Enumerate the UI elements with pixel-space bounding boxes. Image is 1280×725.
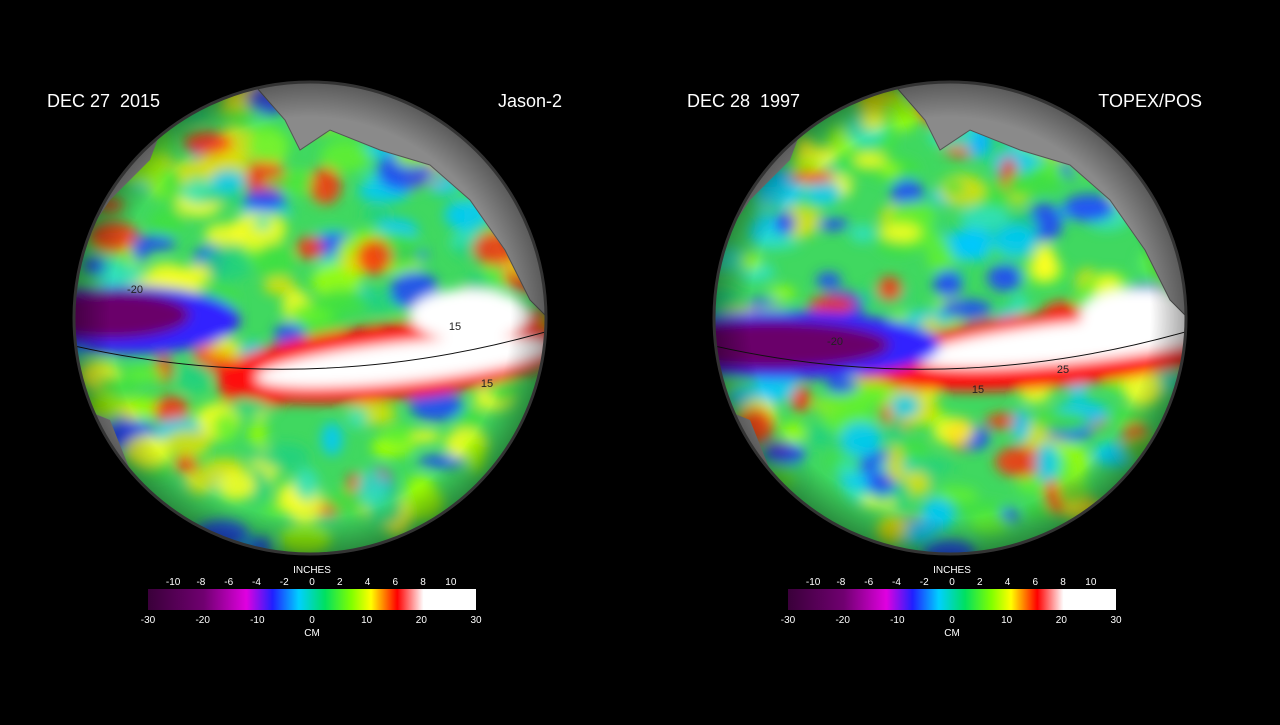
colorbar-top-label: INCHES <box>933 565 971 576</box>
inch-tick-label: -4 <box>892 577 901 588</box>
inch-tick-label: 4 <box>1005 577 1011 588</box>
cm-tick-label: 20 <box>1056 615 1068 626</box>
mission-label: TOPEX/POS <box>1098 91 1202 111</box>
cm-tick-label: -20 <box>195 615 210 626</box>
inch-tick-label: 4 <box>365 577 371 588</box>
inch-tick-label: -10 <box>806 577 821 588</box>
contour-label: 15 <box>481 378 493 390</box>
cm-tick-label: -30 <box>141 615 156 626</box>
globe <box>74 82 546 554</box>
globe-limb <box>714 82 1186 554</box>
inch-tick-label: 0 <box>949 577 955 588</box>
globe <box>714 82 1186 554</box>
inch-tick-label: -8 <box>836 577 845 588</box>
cm-tick-label: 0 <box>309 615 315 626</box>
inch-tick-label: 2 <box>977 577 983 588</box>
inch-tick-label: 8 <box>420 577 426 588</box>
colorbar-top-label: INCHES <box>293 565 331 576</box>
globe-edge <box>72 80 548 556</box>
inch-tick-label: 6 <box>1033 577 1039 588</box>
inch-tick-label: 8 <box>1060 577 1066 588</box>
inch-tick-label: -6 <box>864 577 873 588</box>
cm-tick-label: 30 <box>1110 615 1122 626</box>
cm-tick-label: -30 <box>781 615 796 626</box>
contour-label: 15 <box>449 321 461 333</box>
contour-label: -20 <box>127 284 143 296</box>
inch-tick-label: -8 <box>196 577 205 588</box>
inch-tick-label: 10 <box>1085 577 1097 588</box>
contour-label: -20 <box>827 336 843 348</box>
colorbar <box>148 589 476 610</box>
cm-tick-label: -20 <box>835 615 850 626</box>
cm-tick-label: 10 <box>1001 615 1013 626</box>
date-label: DEC 28 1997 <box>687 91 800 111</box>
cm-tick-label: -10 <box>890 615 905 626</box>
cm-tick-label: 0 <box>949 615 955 626</box>
inch-tick-label: -2 <box>280 577 289 588</box>
inch-tick-label: 2 <box>337 577 343 588</box>
globe-edge <box>712 80 1188 556</box>
contour-label: 15 <box>972 384 984 396</box>
colorbar-bottom-label: CM <box>304 628 320 639</box>
inch-tick-label: 10 <box>445 577 457 588</box>
inch-tick-label: 0 <box>309 577 315 588</box>
cm-tick-label: 20 <box>416 615 428 626</box>
inch-tick-label: -4 <box>252 577 261 588</box>
inch-tick-label: 6 <box>393 577 399 588</box>
cm-tick-label: -10 <box>250 615 265 626</box>
inch-tick-label: -2 <box>920 577 929 588</box>
mission-label: Jason-2 <box>498 91 562 111</box>
cm-tick-label: 10 <box>361 615 373 626</box>
date-label: DEC 27 2015 <box>47 91 160 111</box>
colorbar <box>788 589 1116 610</box>
colorbar-bottom-label: CM <box>944 628 960 639</box>
contour-label: 25 <box>1057 364 1069 376</box>
inch-tick-label: -10 <box>166 577 181 588</box>
globe-limb <box>74 82 546 554</box>
cm-tick-label: 30 <box>470 615 482 626</box>
inch-tick-label: -6 <box>224 577 233 588</box>
